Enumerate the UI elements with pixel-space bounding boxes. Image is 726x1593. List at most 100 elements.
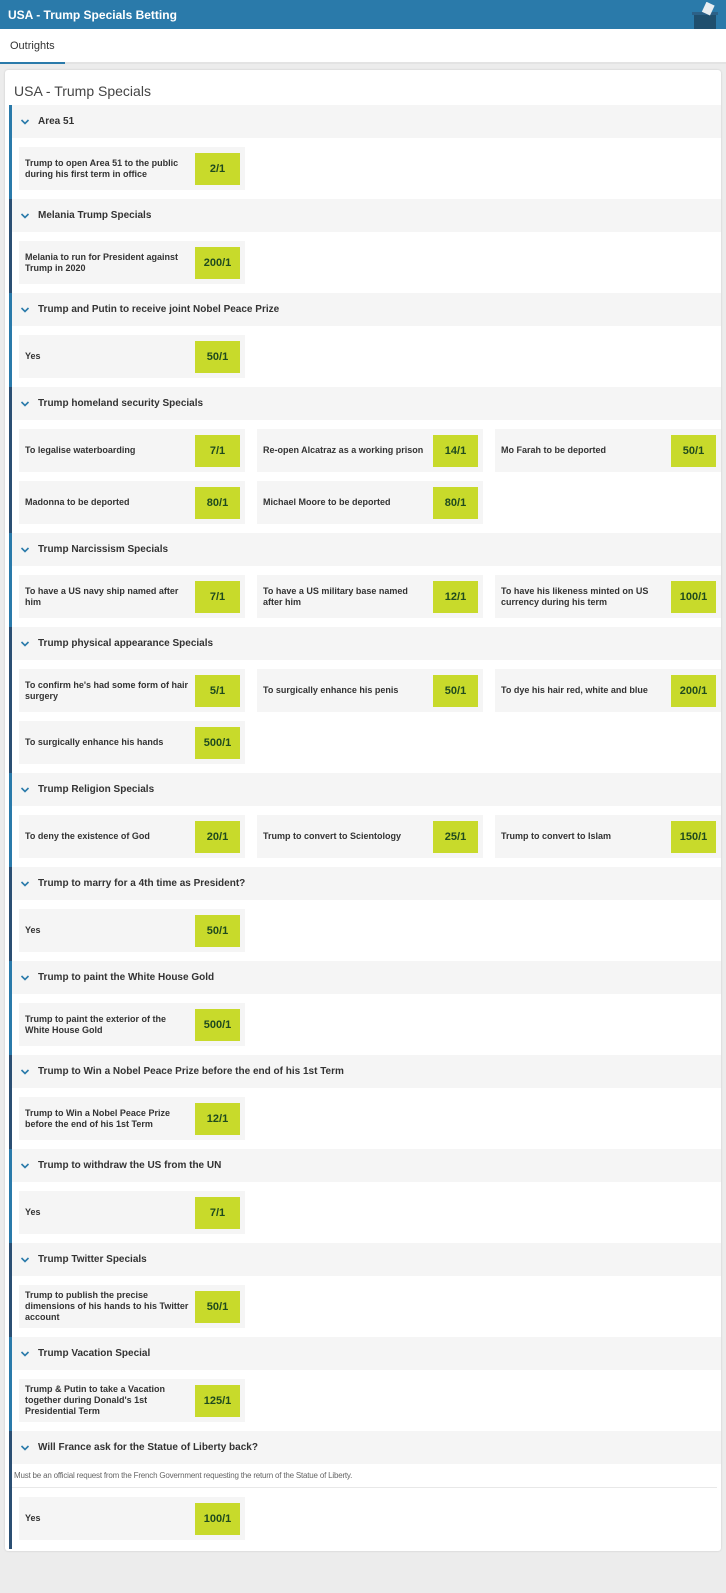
section-header[interactable]: Trump and Putin to receive joint Nobel P… [12, 293, 721, 326]
odds-button[interactable]: 80/1 [433, 486, 478, 519]
chevron-down-icon [20, 1444, 30, 1451]
odds-button[interactable]: 200/1 [195, 246, 240, 279]
selection-grid: Trump to paint the exterior of the White… [12, 994, 721, 1055]
selection: Trump to open Area 51 to the public duri… [19, 147, 245, 190]
market-section: Trump Twitter Specials Trump to publish t… [9, 1243, 721, 1337]
odds-button[interactable]: 2/1 [195, 152, 240, 185]
section-header[interactable]: Area 51 [12, 105, 721, 138]
odds-button[interactable]: 5/1 [195, 674, 240, 707]
odds-button[interactable]: 7/1 [195, 1196, 240, 1229]
market-section: Will France ask for the Statue of Libert… [9, 1431, 721, 1549]
selection: To surgically enhance his hands 500/1 [19, 721, 245, 764]
odds-button[interactable]: 12/1 [195, 1102, 240, 1135]
selection-grid: Yes 7/1 [12, 1182, 721, 1243]
section-description: Must be an official request from the Fre… [12, 1464, 717, 1488]
market-section: Trump homeland security Specials To legal… [9, 387, 721, 533]
odds-button[interactable]: 25/1 [433, 820, 478, 853]
odds-button[interactable]: 7/1 [195, 580, 240, 613]
panel-title: USA - Trump Specials [14, 83, 151, 99]
chevron-down-icon [20, 1162, 30, 1169]
section-header[interactable]: Trump Narcissism Specials [12, 533, 721, 566]
section-header[interactable]: Melania Trump Specials [12, 199, 721, 232]
selection: To have his likeness minted on US curren… [495, 575, 721, 618]
odds-button[interactable]: 200/1 [671, 674, 716, 707]
section-title: Trump Twitter Specials [38, 1254, 147, 1265]
selection-label: To surgically enhance his hands [25, 737, 164, 747]
market-section: Trump Narcissism Specials To have a US na… [9, 533, 721, 627]
section-title: Trump homeland security Specials [38, 398, 204, 409]
section-title: Trump to paint the White House Gold [38, 972, 215, 983]
market-section: Trump to withdraw the US from the UN Yes 7… [9, 1149, 721, 1243]
chevron-down-icon [20, 1350, 30, 1357]
market-section: Trump to paint the White House Gold Trump… [9, 961, 721, 1055]
selection: Trump to Win a Nobel Peace Prize before … [19, 1097, 245, 1140]
section-header[interactable]: Trump Twitter Specials [12, 1243, 721, 1276]
selection-label: Trump & Putin to take a Vacation togethe… [25, 1384, 166, 1416]
selection: To have a US navy ship named after him 7/… [19, 575, 245, 618]
selection-label: Yes [25, 351, 41, 361]
odds-button[interactable]: 500/1 [195, 726, 240, 759]
section-header[interactable]: Trump to withdraw the US from the UN [12, 1149, 721, 1182]
odds-button[interactable]: 80/1 [195, 486, 240, 519]
odds-button[interactable]: 12/1 [433, 580, 478, 613]
odds-button[interactable]: 100/1 [671, 580, 716, 613]
selection: To confirm he's had some form of hair su… [19, 669, 245, 712]
selection-label: Re-open Alcatraz as a working prison [263, 445, 424, 455]
market-section: Trump Religion Specials To deny the exist… [9, 773, 721, 867]
odds-button[interactable]: 50/1 [195, 340, 240, 373]
selection-label: To legalise waterboarding [25, 445, 136, 455]
section-title: Trump Narcissism Specials [38, 544, 169, 555]
selection-label: To surgically enhance his penis [263, 685, 399, 695]
chevron-down-icon [20, 546, 30, 553]
section-header[interactable]: Trump homeland security Specials [12, 387, 721, 420]
selection: To legalise waterboarding 7/1 [19, 429, 245, 472]
odds-button[interactable]: 50/1 [433, 674, 478, 707]
section-header[interactable]: Trump Vacation Special [12, 1337, 721, 1370]
section-title: Trump to marry for a 4th time as Preside… [38, 878, 246, 889]
chevron-down-icon [20, 212, 30, 219]
odds-button[interactable]: 20/1 [195, 820, 240, 853]
odds-button[interactable]: 150/1 [671, 820, 716, 853]
market-section: Trump to Win a Nobel Peace Prize before … [9, 1055, 721, 1149]
selection-label: Mo Farah to be deported [501, 445, 607, 455]
market-list: Area 51 Trump to open Area 51 to the publ… [5, 105, 721, 1549]
odds-button[interactable]: 125/1 [195, 1384, 240, 1417]
odds-button[interactable]: 50/1 [671, 434, 716, 467]
section-header[interactable]: Trump to paint the White House Gold [12, 961, 721, 994]
selection: Trump to convert to Scientology 25/1 [257, 815, 483, 858]
selection: Trump to paint the exterior of the White… [19, 1003, 245, 1046]
selection-label: To have his likeness minted on US curren… [501, 585, 649, 607]
odds-button[interactable]: 7/1 [195, 434, 240, 467]
section-header[interactable]: Will France ask for the Statue of Libert… [12, 1431, 721, 1464]
selection-grid: Melania to run for President against Tru… [12, 232, 721, 293]
selection: To have a US military base named after h… [257, 575, 483, 618]
tab-outrights[interactable]: Outrights [0, 29, 65, 64]
selection-label: Trump to convert to Islam [501, 831, 612, 841]
selection-grid: To legalise waterboarding 7/1 Re-open Alca… [12, 420, 721, 533]
odds-button[interactable]: 100/1 [195, 1502, 240, 1535]
odds-button[interactable]: 500/1 [195, 1008, 240, 1041]
section-header[interactable]: Trump physical appearance Specials [12, 627, 721, 660]
selection-grid: Yes 100/1 [12, 1488, 721, 1549]
section-title: Trump physical appearance Specials [38, 638, 214, 649]
chevron-down-icon [20, 640, 30, 647]
chevron-down-icon [20, 306, 30, 313]
market-section: Trump physical appearance Specials To con… [9, 627, 721, 773]
section-title: Trump Vacation Special [38, 1348, 151, 1359]
section-header[interactable]: Trump Religion Specials [12, 773, 721, 806]
selection: Yes 7/1 [19, 1191, 245, 1234]
section-header[interactable]: Trump to marry for a 4th time as Preside… [12, 867, 721, 900]
selection-label: Trump to Win a Nobel Peace Prize before … [25, 1107, 170, 1129]
selection: Trump & Putin to take a Vacation togethe… [19, 1379, 245, 1422]
selection: Yes 50/1 [19, 335, 245, 378]
odds-button[interactable]: 50/1 [195, 914, 240, 947]
section-header[interactable]: Trump to Win a Nobel Peace Prize before … [12, 1055, 721, 1088]
chevron-down-icon [20, 400, 30, 407]
odds-button[interactable]: 50/1 [195, 1290, 240, 1323]
odds-button[interactable]: 14/1 [433, 434, 478, 467]
selection: Yes 50/1 [19, 909, 245, 952]
selection-label: To have a US military base named after h… [263, 585, 408, 607]
selection-grid: Trump & Putin to take a Vacation togethe… [12, 1370, 721, 1431]
selection-grid: To confirm he's had some form of hair su… [12, 660, 721, 773]
selection-label: Trump to publish the precise dimensions … [25, 1290, 189, 1322]
